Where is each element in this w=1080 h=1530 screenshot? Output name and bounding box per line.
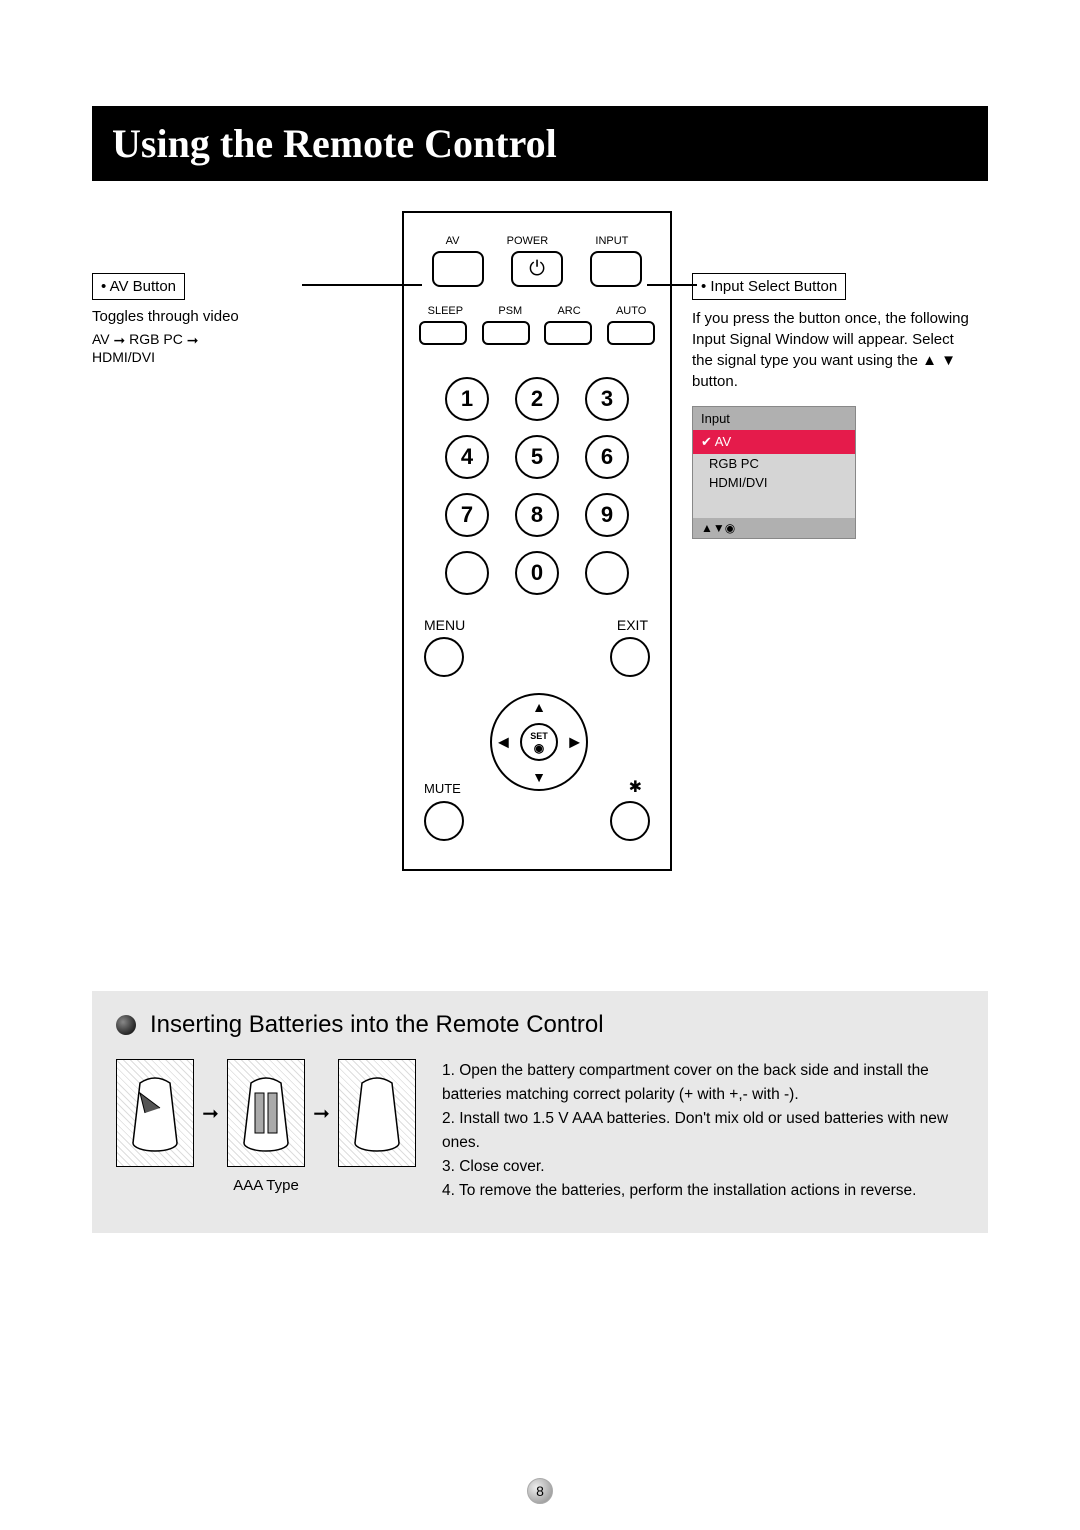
step-3: 3. Close cover. xyxy=(442,1155,964,1179)
key-9[interactable]: 9 xyxy=(585,493,629,537)
label-menu: MENU xyxy=(424,617,465,633)
set-label: SET xyxy=(530,731,548,741)
input-menu: Input ✔ AV RGB PC HDMI/DVI ▲▼◉ xyxy=(692,406,856,539)
page-number: 8 xyxy=(527,1478,553,1504)
battery-heading: Inserting Batteries into the Remote Cont… xyxy=(116,1011,964,1039)
auto-button[interactable] xyxy=(607,321,655,345)
bullet-icon xyxy=(116,1015,136,1035)
dpad[interactable]: ▲ ▼ ◀ ▶ SET ◉ xyxy=(490,693,588,791)
input-menu-opt-2: HDMI/DVI xyxy=(693,473,855,492)
key-7[interactable]: 7 xyxy=(445,493,489,537)
key-blank-r[interactable] xyxy=(585,551,629,595)
arc-button[interactable] xyxy=(544,321,592,345)
psm-button[interactable] xyxy=(482,321,530,345)
menu-button[interactable] xyxy=(424,637,464,677)
sleep-button[interactable] xyxy=(419,321,467,345)
label-exit: EXIT xyxy=(617,617,648,633)
key-5[interactable]: 5 xyxy=(515,435,559,479)
remote-outline: AV POWER INPUT ⏻ SLEEP PSM ARC AUTO xyxy=(402,211,672,871)
label-psm: PSM xyxy=(498,305,522,317)
label-power: POWER xyxy=(507,235,549,247)
arrow-right-icon: ▶ xyxy=(569,734,580,751)
power-button[interactable]: ⏻ xyxy=(511,251,563,287)
set-dot-icon: ◉ xyxy=(534,741,544,755)
label-sleep: SLEEP xyxy=(428,305,463,317)
star-icon: ✱ xyxy=(629,777,642,797)
input-menu-opt-1: RGB PC xyxy=(693,454,855,473)
label-av: AV xyxy=(446,235,460,247)
av-callout-desc: Toggles through video xyxy=(92,308,307,325)
label-input: INPUT xyxy=(595,235,628,247)
power-icon: ⏻ xyxy=(529,258,545,281)
arrow-left-icon: ◀ xyxy=(498,734,509,751)
illus-3 xyxy=(338,1059,416,1167)
step-4: 4. To remove the batteries, perform the … xyxy=(442,1179,964,1203)
arrow-up-icon: ▲ xyxy=(532,699,546,715)
battery-steps: 1. Open the battery compartment cover on… xyxy=(442,1059,964,1203)
label-mute: MUTE xyxy=(424,781,461,796)
input-callout: • Input Select Button If you press the b… xyxy=(692,273,972,539)
key-1[interactable]: 1 xyxy=(445,377,489,421)
arrow-icon-4: ➞ xyxy=(313,1101,330,1126)
input-menu-spacer xyxy=(693,492,855,518)
label-auto: AUTO xyxy=(616,305,646,317)
av-callout-label: • AV Button xyxy=(92,273,185,300)
key-6[interactable]: 6 xyxy=(585,435,629,479)
label-arc: ARC xyxy=(557,305,580,317)
arrow-icon-3: ➞ xyxy=(202,1101,219,1126)
arrow-icon-1: ➞ xyxy=(114,332,126,348)
av-callout: • AV Button Toggles through video AV ➞ R… xyxy=(92,273,307,365)
battery-illustration: ➞ ➞ AAA Type xyxy=(116,1059,416,1203)
exit-button[interactable] xyxy=(610,637,650,677)
page-title: Using the Remote Control xyxy=(92,106,988,181)
seq-av: AV xyxy=(92,331,110,347)
input-menu-footer: ▲▼◉ xyxy=(693,518,855,538)
remote-diagram: AV POWER INPUT ⏻ SLEEP PSM ARC AUTO xyxy=(92,211,988,971)
key-2[interactable]: 2 xyxy=(515,377,559,421)
input-menu-header: Input xyxy=(693,407,855,430)
input-button[interactable] xyxy=(590,251,642,287)
input-callout-label: • Input Select Button xyxy=(692,273,846,300)
set-button[interactable]: SET ◉ xyxy=(520,723,558,761)
battery-type: AAA Type xyxy=(116,1177,416,1194)
seq-hdmi: HDMI/DVI xyxy=(92,349,307,365)
step-2: 2. Install two 1.5 V AAA batteries. Don'… xyxy=(442,1107,964,1155)
battery-heading-text: Inserting Batteries into the Remote Cont… xyxy=(150,1011,604,1039)
step-1: 1. Open the battery compartment cover on… xyxy=(442,1059,964,1107)
av-button[interactable] xyxy=(432,251,484,287)
seq-rgbpc: RGB PC xyxy=(129,331,183,347)
key-8[interactable]: 8 xyxy=(515,493,559,537)
key-0[interactable]: 0 xyxy=(515,551,559,595)
arrow-down-icon: ▼ xyxy=(532,769,546,785)
illus-2 xyxy=(227,1059,305,1167)
key-3[interactable]: 3 xyxy=(585,377,629,421)
key-4[interactable]: 4 xyxy=(445,435,489,479)
input-callout-body: If you press the button once, the follow… xyxy=(692,308,972,392)
illus-1 xyxy=(116,1059,194,1167)
battery-section: Inserting Batteries into the Remote Cont… xyxy=(92,991,988,1233)
input-menu-selected: ✔ AV xyxy=(693,430,855,454)
arrow-icon-2: ➞ xyxy=(187,332,199,348)
key-blank-l[interactable] xyxy=(445,551,489,595)
mute-button[interactable] xyxy=(424,801,464,841)
star-button[interactable] xyxy=(610,801,650,841)
